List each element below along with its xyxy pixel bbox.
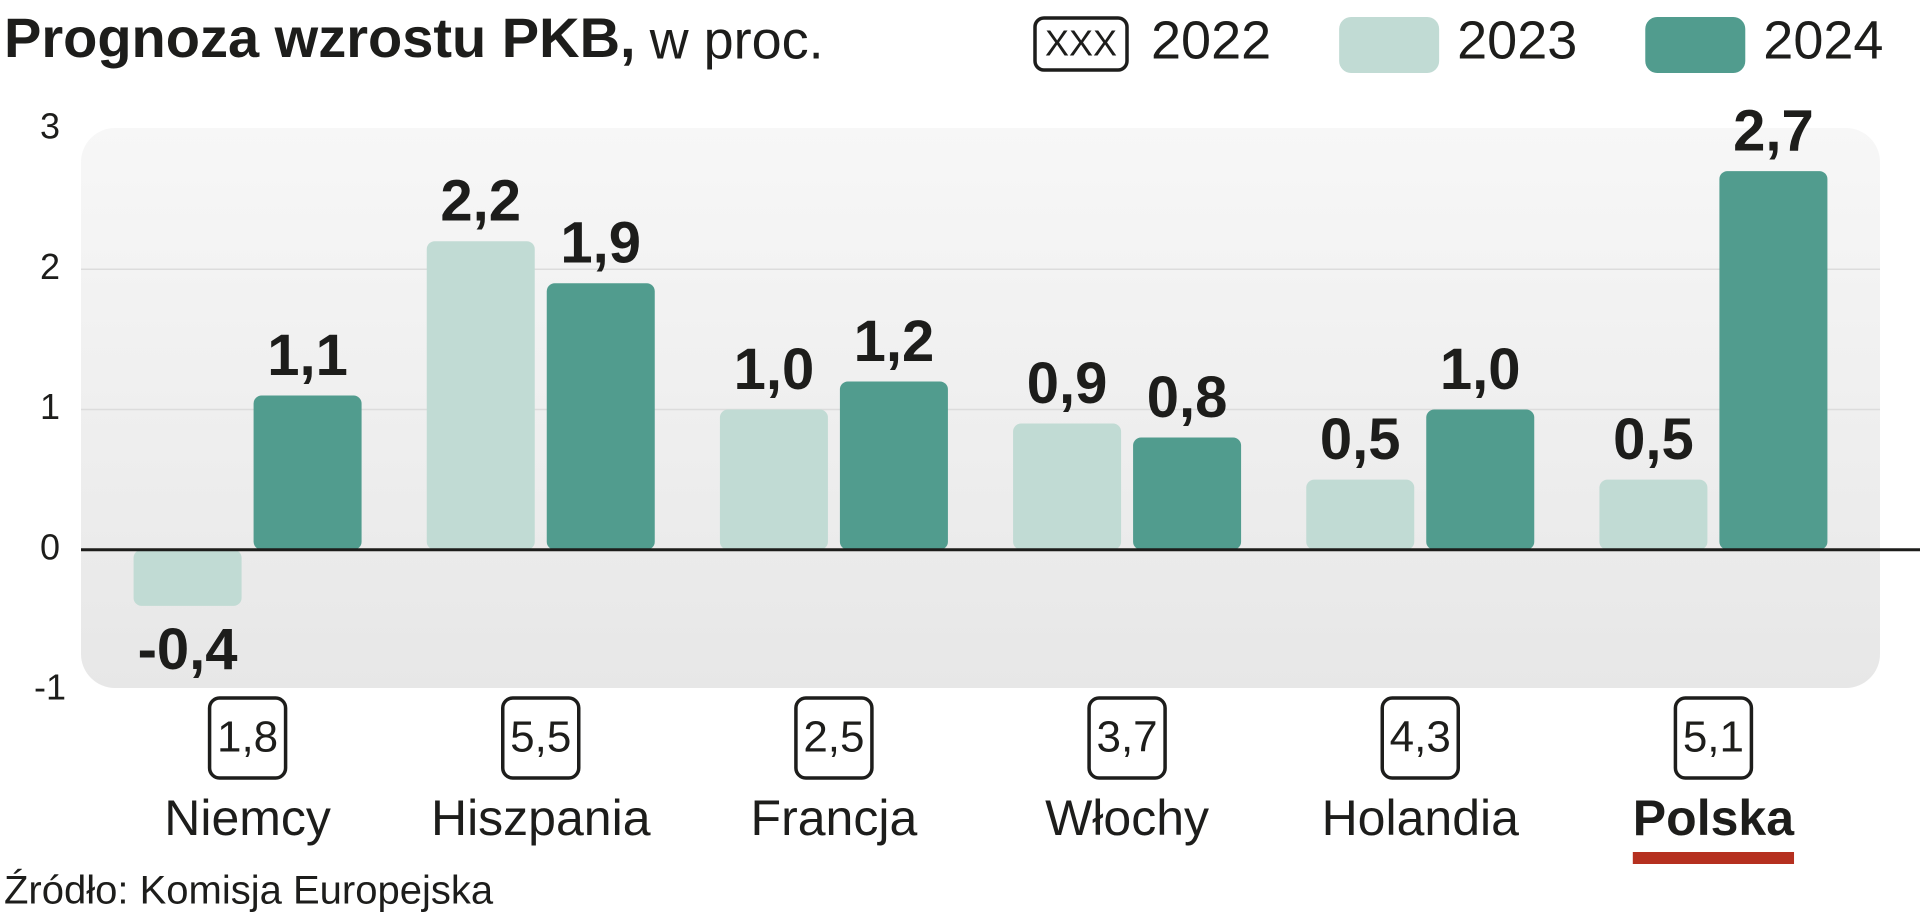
box-value: 5,1	[1683, 713, 1744, 762]
x-tick-label: Francja	[751, 790, 918, 846]
bar	[426, 241, 535, 550]
box-2022	[794, 696, 874, 780]
value-label: 1,1	[267, 323, 348, 388]
bar	[546, 283, 655, 550]
bar	[253, 395, 362, 550]
legend-label: 2022	[1151, 10, 1271, 70]
box-2022	[501, 696, 581, 780]
bar	[839, 381, 948, 550]
box-value: 1,8	[217, 713, 278, 762]
x-tick-label: Holandia	[1322, 790, 1520, 846]
value-label: -0,4	[138, 617, 238, 682]
x-tick-label: Włochy	[1045, 790, 1209, 846]
value-label: 2,7	[1733, 98, 1814, 163]
box-value: 2,5	[803, 713, 864, 762]
chart-title: Prognoza wzrostu PKB,	[4, 6, 636, 69]
x-tick-label: Hiszpania	[431, 790, 651, 846]
y-tick-label: -1	[34, 667, 66, 708]
legend-box	[1033, 16, 1129, 72]
bar	[719, 409, 828, 550]
highlight-underline	[1632, 852, 1795, 864]
value-label: 1,0	[1440, 337, 1521, 402]
bar	[1013, 423, 1122, 550]
chart-subtitle: w proc.	[649, 10, 824, 70]
box-value: 3,7	[1096, 713, 1157, 762]
value-label: 2,2	[440, 169, 521, 234]
legend-label: 2024	[1763, 10, 1883, 70]
bar	[1306, 479, 1415, 550]
box-2022	[1380, 696, 1460, 780]
box-2022	[207, 696, 288, 780]
x-tick-label: Niemcy	[164, 790, 331, 846]
value-label: 1,0	[734, 337, 815, 402]
y-tick-label: 3	[40, 106, 60, 147]
source: Źródło: Komisja Europejska	[4, 868, 494, 913]
legend-swatch	[1645, 17, 1746, 73]
bar	[1599, 479, 1708, 550]
bar	[1426, 409, 1535, 550]
bar	[133, 549, 242, 606]
value-label: 1,9	[560, 211, 641, 276]
bar	[1133, 437, 1242, 550]
box-2022	[1673, 696, 1754, 780]
legend-box-label: XXX	[1045, 23, 1117, 64]
x-tick-label: Polska	[1633, 790, 1795, 846]
legend-label: 2023	[1457, 10, 1577, 70]
box-2022	[1087, 696, 1167, 780]
box-value: 5,5	[510, 713, 571, 762]
value-label: 0,5	[1613, 407, 1694, 472]
y-tick-label: 0	[40, 526, 60, 567]
legend-swatch	[1339, 17, 1440, 73]
box-value: 4,3	[1390, 713, 1451, 762]
value-label: 0,5	[1320, 407, 1401, 472]
value-label: 0,9	[1027, 351, 1108, 416]
value-label: 1,2	[854, 309, 935, 374]
bar	[1719, 171, 1828, 550]
value-label: 0,8	[1147, 365, 1228, 430]
y-tick-label: 1	[40, 386, 60, 427]
y-tick-label: 2	[40, 246, 60, 287]
